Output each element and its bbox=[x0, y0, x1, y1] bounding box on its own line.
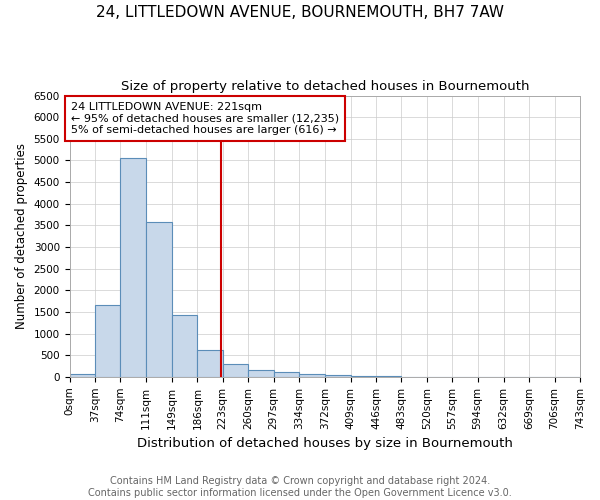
Bar bbox=[223, 364, 248, 377]
Bar bbox=[146, 222, 172, 377]
Bar bbox=[70, 374, 95, 377]
Bar bbox=[350, 376, 376, 377]
Bar bbox=[121, 158, 146, 377]
Title: Size of property relative to detached houses in Bournemouth: Size of property relative to detached ho… bbox=[121, 80, 529, 93]
Text: 24, LITTLEDOWN AVENUE, BOURNEMOUTH, BH7 7AW: 24, LITTLEDOWN AVENUE, BOURNEMOUTH, BH7 … bbox=[96, 5, 504, 20]
Bar bbox=[248, 370, 274, 377]
Bar bbox=[325, 376, 350, 377]
X-axis label: Distribution of detached houses by size in Bournemouth: Distribution of detached houses by size … bbox=[137, 437, 513, 450]
Bar bbox=[172, 316, 197, 377]
Bar bbox=[95, 306, 121, 377]
Bar bbox=[274, 372, 299, 377]
Text: 24 LITTLEDOWN AVENUE: 221sqm
← 95% of detached houses are smaller (12,235)
5% of: 24 LITTLEDOWN AVENUE: 221sqm ← 95% of de… bbox=[71, 102, 339, 135]
Text: Contains HM Land Registry data © Crown copyright and database right 2024.
Contai: Contains HM Land Registry data © Crown c… bbox=[88, 476, 512, 498]
Bar bbox=[299, 374, 325, 377]
Bar bbox=[197, 350, 223, 377]
Y-axis label: Number of detached properties: Number of detached properties bbox=[15, 143, 28, 329]
